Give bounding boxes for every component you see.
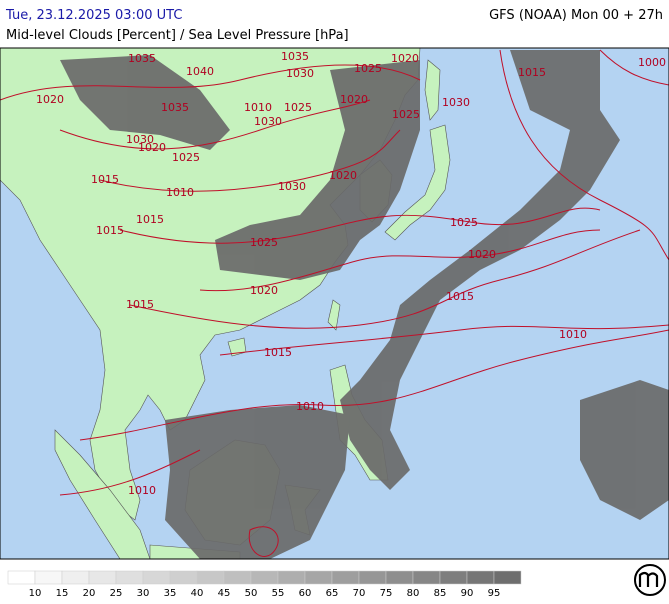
legend-label: 35	[164, 588, 177, 599]
sakhalin	[424, 59, 441, 121]
map-frame	[0, 47, 669, 560]
legend-label: 40	[191, 588, 204, 599]
legend: 10 15 20 25 30 35 40 45 50 55 60 65 70 75 80 85 90 95	[7, 570, 522, 599]
legend-swatch	[34, 570, 63, 585]
legend-label: 80	[407, 588, 420, 599]
legend-swatch	[412, 570, 441, 585]
legend-label: 30	[137, 588, 150, 599]
legend-label: 55	[272, 588, 285, 599]
isobar-label: 1030	[254, 115, 282, 128]
subtitle: Mid-level Clouds [Percent] / Sea Level P…	[6, 28, 349, 43]
taiwan	[327, 299, 341, 331]
legend-label: 15	[56, 588, 69, 599]
legend-label: 25	[110, 588, 123, 599]
isobar-label: 1015	[91, 173, 119, 186]
legend-swatch	[358, 570, 387, 585]
legend-label: 65	[326, 588, 339, 599]
isobar-label: 1015	[136, 213, 164, 226]
isobar-label: 1010	[559, 328, 587, 341]
isobars	[0, 49, 669, 557]
isobar-label: 1030	[286, 67, 314, 80]
isobar-label: 1010	[244, 101, 272, 114]
legend-swatch	[466, 570, 495, 585]
legend-swatch	[250, 570, 279, 585]
isobar-label: 1035	[281, 50, 309, 63]
isobar-label: 1010	[128, 484, 156, 497]
legend-swatch	[493, 570, 522, 585]
isobar-label: 1015	[446, 290, 474, 303]
sumatra	[54, 429, 151, 559]
isobar-label: 1015	[264, 346, 292, 359]
isobar-label: 1025	[354, 62, 382, 75]
logo[interactable]	[634, 564, 666, 596]
isobar-label: 1025	[172, 151, 200, 164]
legend-label: 60	[299, 588, 312, 599]
legend-label: 95	[488, 588, 501, 599]
isobar-label: 1020	[391, 52, 419, 65]
isobar-label: 1015	[518, 66, 546, 79]
legend-swatch	[223, 570, 252, 585]
legend-swatch	[169, 570, 198, 585]
legend-swatch	[304, 570, 333, 585]
isobar-label: 1025	[392, 108, 420, 121]
model-run: GFS (NOAA) Mon 00 + 27h	[489, 8, 663, 23]
isobar-label: 1030	[442, 96, 470, 109]
isobar-label: 1025	[284, 101, 312, 114]
legend-swatch	[142, 570, 171, 585]
legend-label: 75	[380, 588, 393, 599]
isobar-label: 1030	[126, 133, 154, 146]
legend-label: 20	[83, 588, 96, 599]
legend-label: 85	[434, 588, 447, 599]
isobar-label: 1010	[166, 186, 194, 199]
datetime: Tue, 23.12.2025 03:00 UTC	[5, 8, 182, 23]
isobar-label: 1035	[161, 101, 189, 114]
isobar-label: 1025	[250, 236, 278, 249]
legend-swatch	[385, 570, 414, 585]
legend-label: 45	[218, 588, 231, 599]
legend-swatch	[88, 570, 117, 585]
isobar-label: 1010	[296, 400, 324, 413]
legend-swatch	[7, 570, 36, 585]
isobar-label: 1020	[250, 284, 278, 297]
isobar-label: 1020	[138, 141, 166, 154]
legend-label: 70	[353, 588, 366, 599]
legend-label: 10	[29, 588, 42, 599]
isobar-label: 1020	[340, 93, 368, 106]
isobar-label: 1020	[36, 93, 64, 106]
isobar-label: 1000	[638, 56, 666, 69]
legend-swatch	[277, 570, 306, 585]
isobar-label: 1015	[126, 298, 154, 311]
isobar-label: 1030	[278, 180, 306, 193]
isobar-label: 1020	[468, 248, 496, 261]
legend-swatch	[439, 570, 468, 585]
isobar-label: 1035	[128, 52, 156, 65]
legend-swatch	[61, 570, 90, 585]
legend-swatch	[196, 570, 225, 585]
isobar-label: 1015	[96, 224, 124, 237]
isobar-label: 1025	[450, 216, 478, 229]
japan	[384, 124, 451, 241]
legend-swatch	[331, 570, 360, 585]
legend-label: 90	[461, 588, 474, 599]
legend-label: 50	[245, 588, 258, 599]
isobar-label: 1040	[186, 65, 214, 78]
isobar-label: 1020	[329, 169, 357, 182]
clouds	[60, 50, 669, 559]
legend-swatch	[115, 570, 144, 585]
